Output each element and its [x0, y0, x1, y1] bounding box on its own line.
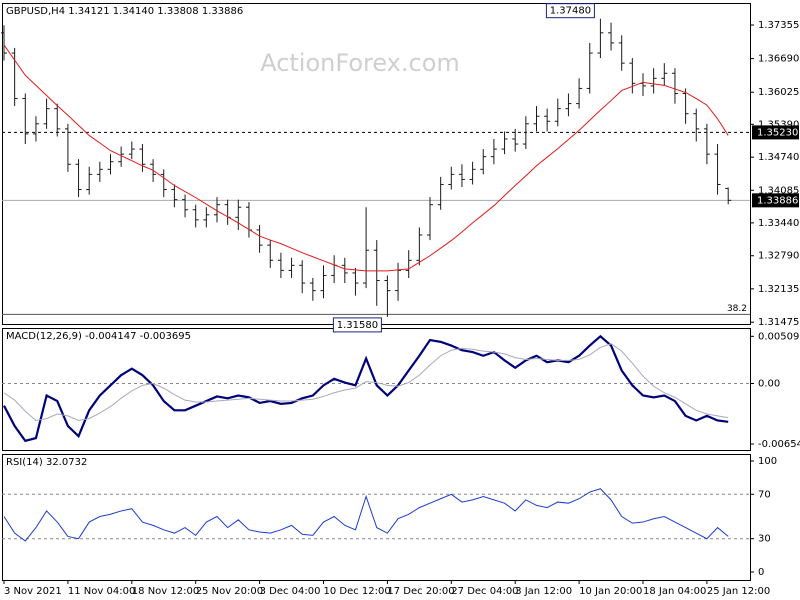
y-tick-label: 0.005099 [758, 331, 800, 342]
y-tick-label: 1.34085 [758, 185, 799, 196]
price-note: 1.31580 [337, 320, 378, 331]
rsi-panel [2, 454, 751, 581]
x-tick-label: 11 Nov 04:00 [68, 586, 135, 597]
x-tick-label: 10 Jan 20:00 [579, 586, 642, 597]
last-price-tag [752, 193, 799, 208]
y-tick-label: 1.32135 [758, 284, 799, 295]
y-tick-label: 70 [758, 489, 771, 500]
fib-label: 38.2 [727, 304, 747, 314]
indicator-line [3, 488, 729, 542]
y-tick-label: 1.36690 [758, 54, 799, 65]
y-tick-label: 1.35390 [758, 119, 799, 130]
panel-title: RSI(14) 32.0732 [6, 457, 87, 468]
y-tick-label: 1.36025 [758, 87, 799, 98]
panel-title: GBPUSD,H4 1.34121 1.34140 1.33808 1.3388… [6, 6, 243, 17]
last-price-label: 1.33886 [757, 195, 798, 206]
x-tick-label: 27 Dec 04:00 [451, 586, 518, 597]
x-tick-label: 25 Jan 12:00 [707, 586, 770, 597]
x-tick-label: 3 Jan 12:00 [515, 586, 572, 597]
x-tick-label: 25 Nov 20:00 [196, 586, 263, 597]
y-tick-label: 1.33440 [758, 218, 799, 229]
price-note: 1.37480 [550, 6, 591, 17]
y-tick-label: 1.37355 [758, 20, 799, 31]
x-tick-label: 18 Jan 04:00 [643, 586, 706, 597]
x-tick-label: 18 Nov 12:00 [132, 586, 199, 597]
y-tick-label: 1.31475 [758, 317, 799, 328]
y-tick-label: 1.32790 [758, 251, 799, 262]
indicator-line [3, 44, 729, 272]
watermark: ActionForex.com [260, 49, 460, 77]
y-tick-label: 100 [758, 456, 777, 467]
x-tick-label: 3 Nov 2021 [4, 586, 62, 597]
y-tick-label: 0 [758, 567, 764, 578]
level-tag-label: 1.35230 [757, 127, 798, 138]
y-tick-label: 0.00 [758, 378, 780, 389]
price-note-box [332, 317, 382, 333]
indicator-line [3, 343, 729, 422]
x-tick-label: 3 Dec 04:00 [260, 586, 321, 597]
panel-title: MACD(12,26,9) -0.004147 -0.003695 [6, 331, 191, 342]
y-tick-label: 30 [758, 534, 771, 545]
y-tick-label: 1.34740 [758, 152, 799, 163]
indicator-line [3, 334, 729, 443]
y-tick-label: -0.006543 [758, 439, 800, 450]
level-tag [752, 125, 799, 140]
price-note-box [545, 3, 595, 19]
x-tick-label: 17 Dec 20:00 [387, 586, 454, 597]
x-tick-label: 10 Dec 12:00 [324, 586, 391, 597]
